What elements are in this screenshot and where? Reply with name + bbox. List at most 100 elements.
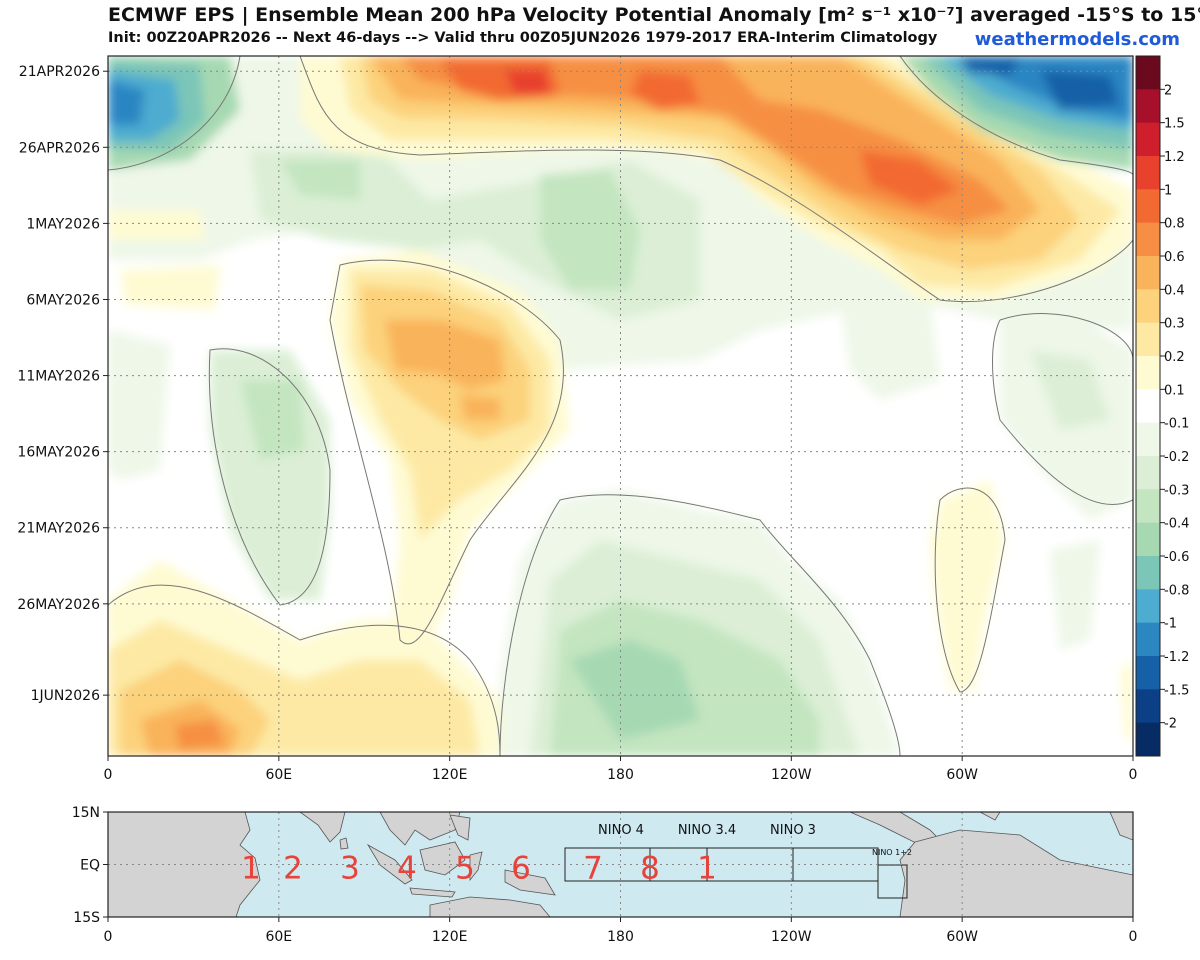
caribbean-landmass xyxy=(979,812,1001,821)
anomaly-area-negative-east-1.5 xyxy=(960,58,1020,75)
anomaly-area-positive-0.6 xyxy=(400,56,1010,225)
mjo-phase-label: 1 xyxy=(697,851,717,887)
hovmoller-plot: 21APR2026 26APR2026 1MAY2026 6MAY2026 11MAY2… xyxy=(17,55,1138,783)
nino-region-labels: NINO 4 NINO 3.4 NINO 3 NINO 1+2 xyxy=(598,823,912,857)
anomaly-area-green-core xyxy=(540,170,640,290)
colorbar-label: -0.8 xyxy=(1164,583,1189,598)
contour-line xyxy=(108,584,501,756)
x-tick-label: 60E xyxy=(265,767,292,783)
colorbar-label: -1 xyxy=(1164,617,1177,632)
colorbar-swatch xyxy=(1136,556,1160,590)
australia-landmass xyxy=(429,896,551,917)
colorbar-swatch xyxy=(1136,156,1160,190)
contour-line xyxy=(329,259,565,645)
colorbar-swatch xyxy=(1136,422,1160,457)
anomaly-area-positive-0.1 xyxy=(1120,660,1133,740)
atlantic-island xyxy=(1109,812,1133,841)
colorbar-label: 2 xyxy=(1164,83,1172,98)
colorbar-swatch xyxy=(1136,522,1160,557)
map-y-tick-label: EQ xyxy=(80,858,100,874)
colorbar-label: 1.5 xyxy=(1164,117,1185,132)
nino-region-label: NINO 4 xyxy=(598,823,644,838)
anomaly-area-positive-0.1 xyxy=(120,265,220,310)
colorbar-label: -0.3 xyxy=(1164,483,1189,498)
africa-landmass xyxy=(108,812,261,917)
colorbar-swatch xyxy=(1136,389,1160,424)
colorbar-label: 0.8 xyxy=(1164,217,1185,232)
colorbar-label: -1.2 xyxy=(1164,650,1189,665)
colorbar-label: -0.1 xyxy=(1164,417,1189,432)
x-tick-label: 60W xyxy=(946,767,978,783)
contour-line xyxy=(992,313,1133,505)
colorbar-label: 0.1 xyxy=(1164,383,1185,398)
mjo-phase-label: 3 xyxy=(340,851,360,887)
colorbar-swatch xyxy=(1136,356,1160,390)
nino-region-label: NINO 3.4 xyxy=(678,823,736,838)
anomaly-area-negative-0.2 xyxy=(840,300,940,400)
philippines-landmass xyxy=(449,814,471,841)
colorbar-swatch xyxy=(1136,56,1160,90)
colorbar-swatch xyxy=(1136,89,1160,124)
anomaly-field xyxy=(108,56,1133,756)
colorbar-swatch xyxy=(1136,622,1160,657)
map-x-tick-label: 0 xyxy=(1129,929,1138,945)
colorbar-swatch xyxy=(1136,656,1160,690)
anomaly-area-negative-0.3 xyxy=(240,380,305,460)
y-tick-label: 1JUN2026 xyxy=(31,688,100,704)
colorbar-swatch xyxy=(1136,289,1160,324)
y-tick-label: 21MAY2026 xyxy=(17,521,100,537)
colorbar-swatch xyxy=(1136,322,1160,357)
map-y-tick-label: 15S xyxy=(73,910,100,926)
map-x-axis: 0 60E 120E 180 120W 60W 0 xyxy=(104,917,1138,945)
contour-line xyxy=(108,56,241,171)
nino-1-2-box xyxy=(877,864,908,899)
anomaly-area-positive-0.6 xyxy=(175,720,225,750)
colorbar-swatches xyxy=(1136,56,1160,757)
y-tick-label: 11MAY2026 xyxy=(17,369,100,385)
anomaly-area-positive-0.1 xyxy=(108,210,205,240)
colorbar-label: 0.3 xyxy=(1164,317,1185,332)
x-tick-label: 0 xyxy=(104,767,113,783)
contour-line xyxy=(499,494,901,756)
anomaly-area-negative-east-1.5 xyxy=(1040,70,1120,110)
map-x-tick-label: 60E xyxy=(265,929,292,945)
india-landmass xyxy=(299,812,346,843)
sri-lanka-landmass xyxy=(339,837,349,850)
map-y-axis: 15N EQ 15S xyxy=(72,805,108,926)
x-axis: 0 60E 120E 180 120W 60W 0 xyxy=(104,756,1138,783)
chart-subtitle: Init: 00Z20APR2026 -- Next 46-days --> V… xyxy=(108,30,938,46)
y-axis: 21APR2026 26APR2026 1MAY2026 6MAY2026 11MAY2… xyxy=(17,64,108,704)
map-x-tick-label: 60W xyxy=(946,929,978,945)
mjo-phase-label: 4 xyxy=(397,851,417,887)
nino-region-label: NINO 3 xyxy=(770,823,816,838)
contour-line xyxy=(208,348,331,606)
mjo-phase-label: 1 xyxy=(241,851,261,887)
map-x-tick-label: 120W xyxy=(771,929,812,945)
contour-line xyxy=(934,487,1006,693)
map-x-tick-label: 120E xyxy=(432,929,468,945)
mjo-phase-label: 7 xyxy=(583,851,603,887)
anomaly-area-negative-0.2 xyxy=(108,330,170,480)
y-tick-label: 26MAY2026 xyxy=(17,597,100,613)
colorbar-label: 0.2 xyxy=(1164,350,1185,365)
anomaly-area-positive-0.4 xyxy=(385,320,505,390)
y-tick-label: 6MAY2026 xyxy=(26,292,100,308)
x-tick-label: 120W xyxy=(771,767,812,783)
y-tick-label: 16MAY2026 xyxy=(17,445,100,461)
site-link[interactable]: weathermodels.com xyxy=(974,29,1180,50)
x-tick-label: 120E xyxy=(432,767,468,783)
contour-lines xyxy=(108,56,1133,756)
mjo-phase-label: 6 xyxy=(511,851,531,887)
anomaly-area-negative-west-1.2 xyxy=(108,80,145,125)
new-guinea-landmass xyxy=(504,869,556,896)
colorbar-label: -0.6 xyxy=(1164,550,1189,565)
x-tick-label: 0 xyxy=(1129,767,1138,783)
anomaly-area-green-core xyxy=(280,160,360,200)
mjo-phase-label: 8 xyxy=(640,851,660,887)
colorbar-label: 1 xyxy=(1164,183,1172,198)
colorbar-swatch xyxy=(1136,489,1160,524)
landmasses xyxy=(108,812,1133,917)
anomaly-area-positive-0.8 xyxy=(860,150,960,205)
